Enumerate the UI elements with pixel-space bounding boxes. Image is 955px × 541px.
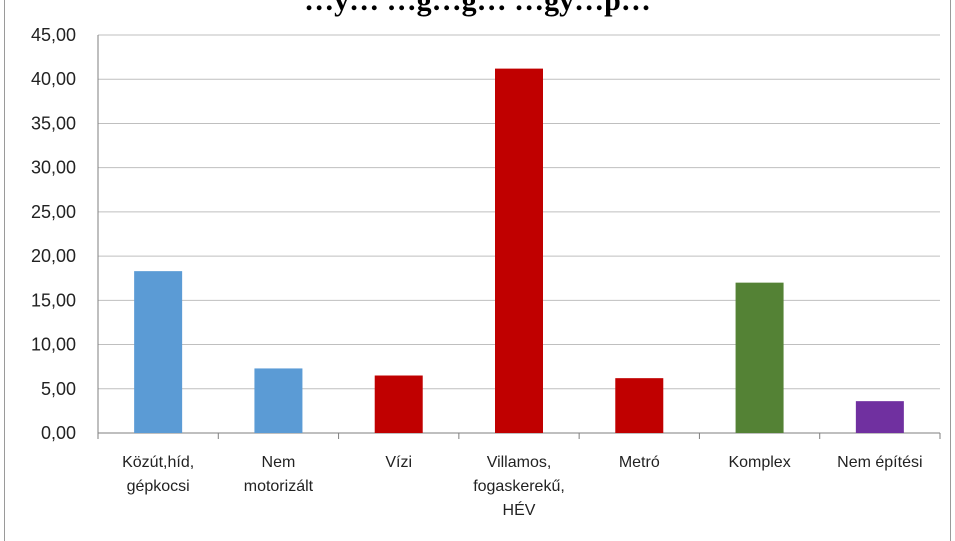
frame-right-border — [950, 0, 951, 541]
y-tick-label: 30,00 — [31, 158, 76, 178]
bar — [855, 401, 904, 433]
x-tick-label: Nem építési — [837, 454, 922, 471]
x-tick-label: motorizált — [244, 478, 314, 495]
y-tick-label: 25,00 — [31, 202, 76, 222]
y-tick-label: 40,00 — [31, 69, 76, 89]
y-tick-label: 5,00 — [41, 379, 76, 399]
y-tick-label: 0,00 — [41, 423, 76, 443]
y-tick-label: 35,00 — [31, 113, 76, 133]
x-tick-label: Nem — [262, 454, 296, 471]
x-tick-label: Komplex — [728, 454, 790, 471]
frame-left-border — [4, 0, 5, 541]
x-tick-label: Villamos, — [487, 454, 552, 471]
bar — [134, 271, 183, 433]
y-tick-label: 15,00 — [31, 290, 76, 310]
y-tick-label: 10,00 — [31, 335, 76, 355]
x-tick-label: HÉV — [503, 500, 536, 519]
bar — [374, 375, 423, 433]
y-tick-label: 20,00 — [31, 246, 76, 266]
bar — [495, 68, 543, 433]
bar — [735, 282, 784, 433]
chart-title: …y… …g…g… …gy…p… — [304, 0, 651, 17]
bar — [615, 378, 664, 433]
x-tick-label: Metró — [619, 454, 660, 471]
x-tick-label: Vízi — [385, 454, 412, 471]
y-tick-label: 45,00 — [31, 25, 76, 45]
x-tick-label: gépkocsi — [127, 478, 190, 495]
bar — [254, 368, 303, 433]
x-tick-label: Közút,híd, — [122, 454, 194, 471]
x-tick-label: fogaskerekű, — [473, 478, 565, 495]
